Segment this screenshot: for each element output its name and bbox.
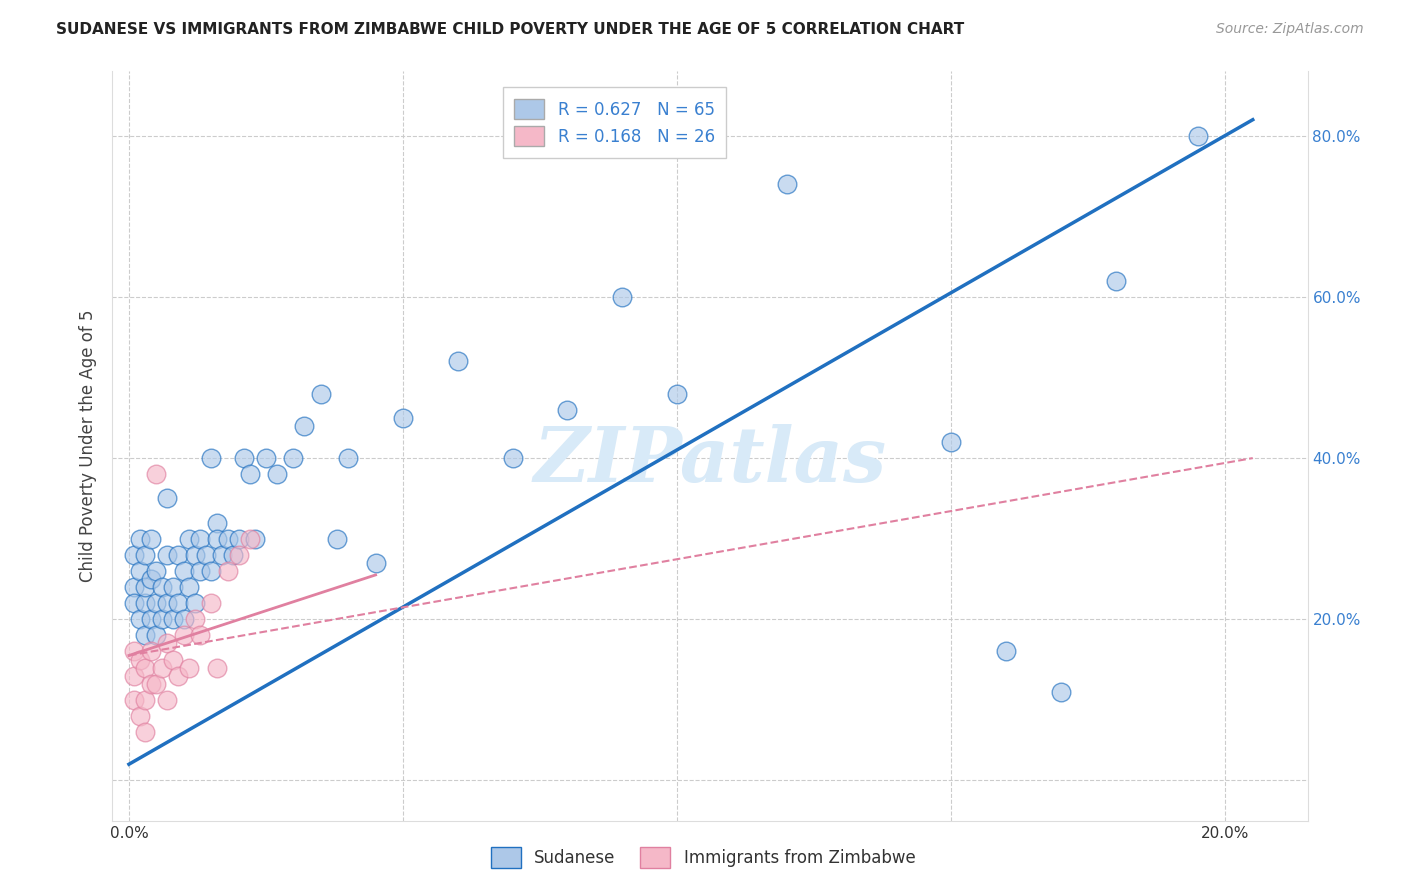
Point [173, 628, 195, 642]
Point [134, 725, 156, 739]
Point [139, 572, 162, 586]
Point [128, 532, 150, 546]
Legend: R = 0.627   N = 65, R = 0.168   N = 26: R = 0.627 N = 65, R = 0.168 N = 26 [502, 87, 727, 158]
Point [205, 660, 228, 674]
Point [124, 548, 146, 562]
Point [222, 548, 245, 562]
Point [179, 660, 201, 674]
Point [337, 451, 360, 466]
Point [139, 612, 162, 626]
Point [134, 580, 156, 594]
Text: SUDANESE VS IMMIGRANTS FROM ZIMBABWE CHILD POVERTY UNDER THE AGE OF 5 CORRELATIO: SUDANESE VS IMMIGRANTS FROM ZIMBABWE CHI… [56, 22, 965, 37]
Point [134, 596, 156, 610]
Point [228, 532, 250, 546]
Point [162, 652, 184, 666]
Point [150, 580, 173, 594]
Point [183, 596, 205, 610]
Point [173, 612, 195, 626]
Point [447, 354, 470, 368]
Point [1187, 128, 1209, 143]
Point [124, 596, 146, 610]
Point [150, 660, 173, 674]
Point [156, 596, 179, 610]
Point [233, 451, 256, 466]
Point [326, 532, 349, 546]
Point [1050, 684, 1073, 698]
Point [238, 467, 260, 482]
Point [292, 418, 315, 433]
Point [128, 652, 150, 666]
Point [502, 451, 524, 466]
Point [156, 491, 179, 506]
Point [134, 660, 156, 674]
Point [134, 548, 156, 562]
Point [776, 177, 799, 191]
Text: ZIPatlas: ZIPatlas [533, 424, 887, 498]
Point [194, 548, 217, 562]
Point [145, 467, 167, 482]
Point [188, 532, 211, 546]
Point [145, 628, 167, 642]
Point [128, 612, 150, 626]
Point [392, 410, 415, 425]
Point [173, 564, 195, 578]
Point [254, 451, 277, 466]
Point [167, 668, 190, 682]
Point [139, 532, 162, 546]
Point [167, 596, 190, 610]
Point [243, 532, 266, 546]
Point [941, 434, 963, 449]
Point [162, 580, 184, 594]
Point [309, 386, 332, 401]
Point [266, 467, 288, 482]
Point [167, 548, 190, 562]
Point [156, 548, 179, 562]
Point [134, 628, 156, 642]
Point [183, 548, 205, 562]
Point [557, 402, 579, 417]
Point [228, 548, 250, 562]
Point [124, 693, 146, 707]
Point [139, 644, 162, 658]
Point [145, 676, 167, 690]
Point [188, 564, 211, 578]
Point [200, 564, 222, 578]
Point [612, 290, 634, 304]
Point [156, 693, 179, 707]
Point [124, 668, 146, 682]
Point [139, 676, 162, 690]
Point [156, 636, 179, 650]
Point [283, 451, 305, 466]
Point [217, 564, 239, 578]
Point [128, 709, 150, 723]
Point [145, 564, 167, 578]
Point [145, 596, 167, 610]
Point [238, 532, 260, 546]
Point [183, 612, 205, 626]
Point [1105, 274, 1128, 288]
Point [150, 612, 173, 626]
Point [666, 386, 689, 401]
Point [179, 580, 201, 594]
Point [124, 644, 146, 658]
Point [205, 516, 228, 530]
Point [188, 628, 211, 642]
Point [200, 596, 222, 610]
Point [217, 532, 239, 546]
Text: Source: ZipAtlas.com: Source: ZipAtlas.com [1216, 22, 1364, 37]
Point [128, 564, 150, 578]
Point [995, 644, 1018, 658]
Point [124, 580, 146, 594]
Point [134, 693, 156, 707]
Point [211, 548, 233, 562]
Point [364, 556, 387, 570]
Point [179, 532, 201, 546]
Point [205, 532, 228, 546]
Point [162, 612, 184, 626]
Point [200, 451, 222, 466]
Y-axis label: Child Poverty Under the Age of 5: Child Poverty Under the Age of 5 [79, 310, 97, 582]
Legend: Sudanese, Immigrants from Zimbabwe: Sudanese, Immigrants from Zimbabwe [479, 836, 927, 880]
